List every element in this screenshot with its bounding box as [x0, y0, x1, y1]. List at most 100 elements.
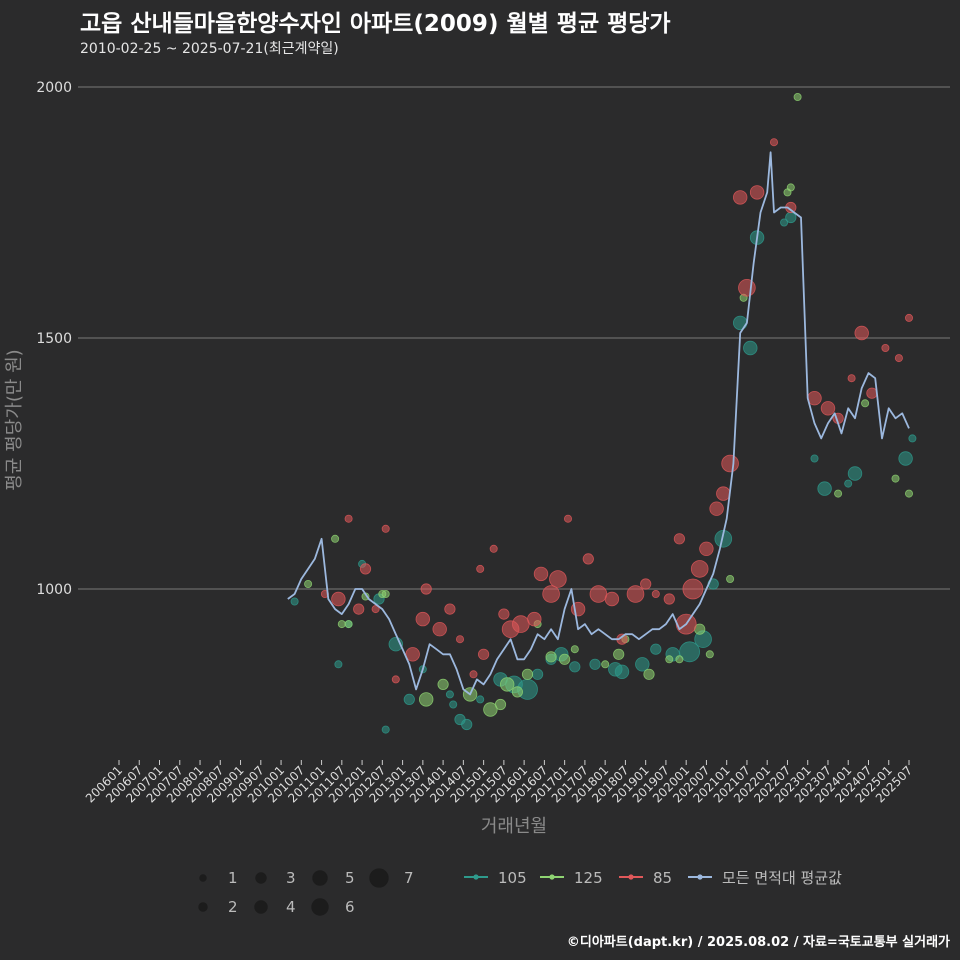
point-125: [337, 620, 346, 629]
point-125: [494, 698, 507, 711]
size-legend-label: 4: [286, 898, 296, 916]
point-125: [726, 575, 735, 584]
point-105: [844, 479, 853, 488]
point-85: [682, 578, 704, 600]
point-85: [353, 603, 365, 615]
point-85: [381, 524, 390, 533]
point-85: [626, 585, 645, 603]
point-125: [344, 620, 353, 629]
point-85: [749, 185, 765, 200]
point-125: [570, 645, 579, 654]
point-85: [489, 544, 498, 553]
color-legend-label: 85: [653, 869, 672, 887]
point-105: [898, 451, 913, 466]
point-85: [604, 591, 620, 607]
point-85: [866, 387, 878, 399]
point-85: [444, 603, 456, 615]
point-85: [721, 454, 739, 473]
point-85: [415, 611, 431, 627]
point-105: [785, 211, 797, 224]
point-85: [371, 605, 380, 614]
chart-title: 고읍 산내들마을한양수자인 아파트(2009) 월별 평균 평당가: [80, 11, 671, 37]
point-125: [558, 653, 571, 665]
color-legend-dot: [549, 874, 555, 880]
size-legend-label: 6: [345, 898, 355, 916]
y-axis-title: 평균 평당가(만 원): [4, 349, 25, 490]
point-85: [733, 190, 748, 205]
point-85: [663, 593, 675, 605]
point-125: [521, 668, 534, 680]
point-85: [527, 611, 542, 627]
point-85: [770, 138, 779, 147]
point-125: [500, 677, 515, 692]
point-85: [690, 560, 709, 578]
point-105: [650, 643, 662, 655]
point-125: [793, 93, 802, 102]
point-125: [511, 686, 524, 698]
point-105: [817, 481, 832, 496]
point-105: [733, 315, 748, 331]
point-125: [545, 651, 557, 663]
point-85: [549, 570, 567, 588]
point-105: [780, 218, 789, 227]
point-105: [743, 340, 758, 356]
point-85: [469, 670, 478, 679]
point-105: [589, 658, 601, 670]
point-105: [614, 664, 630, 680]
point-125: [905, 489, 914, 498]
point-125: [483, 702, 498, 717]
point-105: [290, 597, 299, 606]
point-105: [810, 454, 819, 463]
point-125: [381, 590, 390, 599]
point-85: [854, 325, 869, 341]
color-legend-dot: [628, 874, 634, 880]
point-105: [445, 690, 454, 699]
point-85: [498, 608, 510, 620]
point-85: [673, 533, 686, 545]
point-85: [905, 313, 914, 322]
point-105: [569, 661, 581, 673]
point-85: [738, 278, 756, 297]
size-legend-dot: [255, 872, 267, 884]
point-85: [699, 541, 714, 557]
size-legend-label: 7: [404, 869, 414, 887]
color-legend-dot: [697, 874, 703, 880]
y-tick-label: 2000: [36, 80, 72, 96]
point-125: [834, 489, 843, 498]
point-85: [564, 514, 573, 523]
average-line: [287, 151, 910, 696]
point-105: [334, 660, 343, 669]
point-125: [331, 534, 340, 543]
point-85: [640, 578, 652, 590]
point-105: [679, 641, 700, 663]
y-tick-label: 1000: [36, 582, 72, 598]
size-legend-dot: [254, 900, 268, 914]
point-85: [477, 648, 490, 660]
point-105: [476, 695, 485, 704]
point-85: [359, 563, 372, 575]
point-125: [891, 474, 900, 483]
point-105: [531, 668, 544, 680]
point-125: [437, 678, 449, 691]
color-legend-label: 모든 면적대 평균값: [722, 869, 842, 887]
point-85: [331, 591, 346, 607]
point-85: [589, 585, 608, 603]
size-legend-dot: [369, 868, 389, 888]
point-85: [432, 622, 447, 637]
point-85: [709, 501, 724, 516]
point-125: [613, 648, 625, 660]
point-125: [861, 399, 870, 408]
point-125: [786, 183, 795, 192]
size-legend-label: 1: [228, 869, 238, 887]
point-105: [635, 657, 650, 672]
size-legend-label: 2: [228, 898, 238, 916]
point-125: [665, 655, 674, 664]
point-85: [847, 374, 856, 383]
size-legend-label: 3: [286, 869, 296, 887]
source-credit: ©디아파트(dapt.kr) / 2025.08.02 / 자료=국토교통부 실…: [566, 935, 950, 950]
point-125: [705, 650, 714, 659]
point-85: [405, 647, 420, 662]
size-legend-dot: [311, 898, 329, 916]
point-125: [419, 692, 434, 707]
